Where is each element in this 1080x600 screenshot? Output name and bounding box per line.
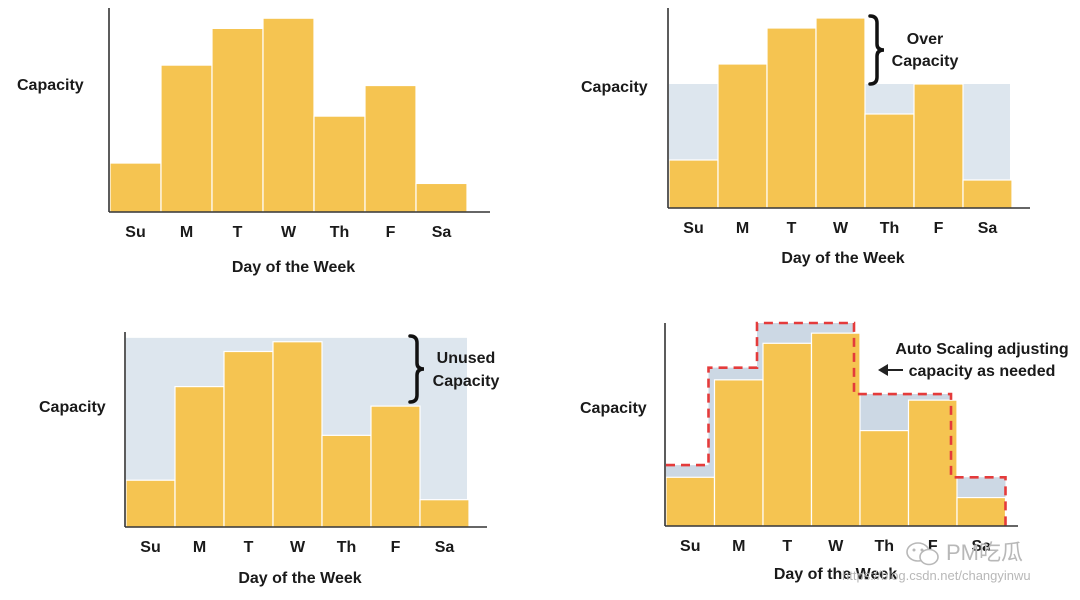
tick-label-t: T: [782, 538, 792, 555]
tick-label-w: W: [290, 539, 306, 556]
watermark-url: https://blog.csdn.net/changyinwu: [842, 568, 1031, 583]
tick-label-t: T: [233, 224, 243, 241]
bar-th: [859, 429, 910, 527]
tick-label-th: Th: [880, 220, 900, 237]
annotation-line-1: Over: [907, 31, 943, 48]
bar-t: [211, 27, 264, 213]
annotation-line-2: Capacity: [433, 373, 500, 390]
tick-label-sa: Sa: [978, 220, 998, 237]
bar-sa: [415, 182, 468, 213]
bar-t: [762, 342, 813, 527]
bar-m: [160, 64, 213, 213]
tick-label-th: Th: [337, 539, 357, 556]
tick-label-m: M: [732, 538, 745, 555]
bar-w: [815, 17, 866, 209]
bar-m: [174, 386, 225, 528]
annotation-line-1: Unused: [437, 350, 496, 367]
tick-label-f: F: [391, 539, 401, 556]
annotation-line-2: capacity as needed: [909, 363, 1056, 380]
over-capacity-brace: [868, 14, 885, 86]
tick-label-sa: Sa: [432, 224, 452, 241]
tick-label-sa: Sa: [971, 538, 991, 555]
y-axis-label: Capacity: [39, 399, 106, 416]
tick-label-th: Th: [330, 224, 350, 241]
bar-f: [913, 83, 964, 209]
bar-sa: [962, 179, 1013, 209]
tick-label-w: W: [833, 220, 849, 237]
chart-top-right: Su M T W Th F Sa Capacity Day of the Week Over Cap…: [581, 8, 1030, 267]
bar-w: [810, 332, 861, 527]
tick-label-f: F: [386, 224, 396, 241]
auto-scaling-line: [666, 321, 1007, 526]
bar-su: [665, 476, 716, 527]
tick-label-f: F: [934, 220, 944, 237]
chart-top-left: Su M T W Th F Sa Capacity Day of the Week: [17, 8, 490, 276]
y-axis-label: Capacity: [580, 400, 647, 417]
tick-label-su: Su: [140, 539, 160, 556]
bar-m: [717, 63, 768, 209]
annotation-line-1: Auto Scaling adjusting: [895, 341, 1068, 358]
bar-sa: [956, 496, 1007, 527]
watermark-brand: PM吃瓜: [946, 540, 1023, 565]
bar-su: [668, 159, 719, 209]
tick-label-m: M: [736, 220, 749, 237]
x-axis-label: Day of the Week: [238, 570, 361, 587]
tick-label-su: Su: [683, 220, 703, 237]
bar-su: [125, 479, 176, 528]
tick-label-su: Su: [125, 224, 145, 241]
tick-label-sa: Sa: [435, 539, 455, 556]
bar-t: [223, 350, 274, 528]
bar-th: [321, 434, 372, 528]
annotation-arrowhead: [878, 364, 888, 376]
tick-label-m: M: [193, 539, 206, 556]
x-axis-label: Day of the Week: [774, 566, 897, 583]
tick-label-th: Th: [874, 538, 894, 555]
tick-label-t: T: [244, 539, 254, 556]
tick-label-su: Su: [680, 538, 700, 555]
tick-label-w: W: [828, 538, 844, 555]
tick-label-m: M: [180, 224, 193, 241]
bar-th: [313, 115, 366, 213]
y-axis-label: Capacity: [581, 79, 648, 96]
bar-m: [713, 379, 764, 527]
tick-label-t: T: [787, 220, 797, 237]
annotation-line-2: Capacity: [892, 53, 959, 70]
bar-t: [766, 27, 817, 209]
watermark: PM吃瓜 https://blog.csdn.net/changyinwu: [842, 540, 1031, 583]
chart-bottom-left: Su M T W Th F Sa Capacity Day of the Week Unused C…: [39, 332, 499, 587]
bar-w: [272, 341, 323, 528]
bar-f: [370, 405, 421, 528]
bar-su: [109, 162, 162, 213]
x-axis-label: Day of the Week: [232, 259, 355, 276]
bar-f: [364, 84, 417, 213]
bar-sa: [419, 499, 470, 528]
bar-th: [864, 113, 915, 209]
chart-bottom-right: Su M T W Th F Sa Capacity Day of the Week Auto Sc…: [580, 321, 1069, 583]
tick-label-f: F: [928, 538, 938, 555]
wechat-icon: [906, 542, 939, 566]
bar-w: [262, 17, 315, 213]
x-axis-label: Day of the Week: [781, 250, 904, 267]
unused-capacity-brace: [408, 334, 425, 404]
y-axis-label: Capacity: [17, 77, 84, 94]
bar-f: [907, 399, 958, 527]
tick-label-w: W: [281, 224, 297, 241]
